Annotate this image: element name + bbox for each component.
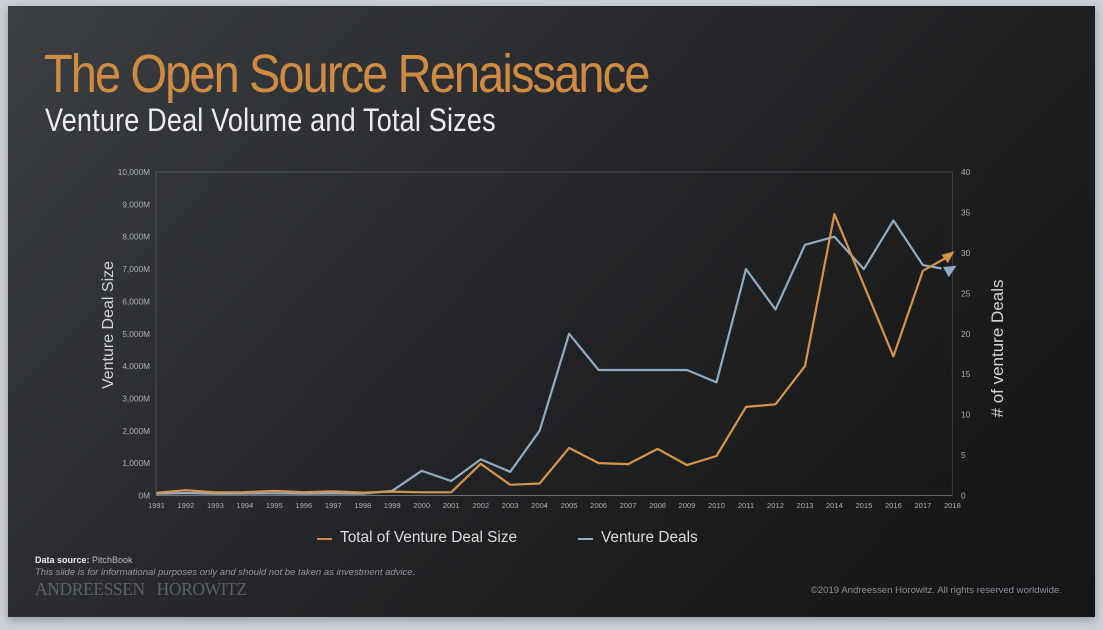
svg-text:2016: 2016 [885,501,902,510]
svg-text:2011: 2011 [738,501,754,510]
svg-text:Venture Deal Size: Venture Deal Size [100,261,117,389]
svg-text:1999: 1999 [384,501,401,510]
svg-text:2017: 2017 [914,501,931,510]
svg-text:5,000M: 5,000M [122,329,150,339]
svg-text:2002: 2002 [472,501,489,510]
svg-text:1998: 1998 [354,501,371,510]
svg-text:2009: 2009 [679,501,696,510]
svg-text:2007: 2007 [620,501,637,510]
svg-text:9,000M: 9,000M [122,199,150,209]
svg-text:35: 35 [961,207,971,217]
svg-text:25: 25 [961,288,971,298]
svg-text:6,000M: 6,000M [122,296,150,306]
svg-text:1,000M: 1,000M [122,458,150,468]
svg-text:8,000M: 8,000M [122,232,150,242]
svg-text:5: 5 [961,450,966,460]
svg-text:2006: 2006 [590,501,607,510]
svg-text:2012: 2012 [767,501,784,510]
svg-text:2003: 2003 [502,501,519,510]
svg-text:2000: 2000 [413,501,430,510]
svg-text:40: 40 [961,167,971,177]
svg-text:1997: 1997 [325,501,342,510]
svg-text:2001: 2001 [443,501,460,510]
svg-text:1993: 1993 [207,501,224,510]
svg-text:4,000M: 4,000M [122,361,150,371]
svg-text:2005: 2005 [561,501,578,510]
svg-text:2013: 2013 [797,501,814,510]
svg-text:1996: 1996 [295,501,312,510]
svg-text:1994: 1994 [236,501,253,510]
svg-text:20: 20 [961,329,971,339]
svg-text:2018: 2018 [944,501,961,510]
svg-text:1992: 1992 [177,501,194,510]
svg-text:15: 15 [961,369,971,379]
svg-text:2014: 2014 [826,501,843,510]
svg-text:3,000M: 3,000M [122,393,150,403]
svg-text:2015: 2015 [855,501,872,510]
svg-text:1995: 1995 [266,501,283,510]
svg-text:# of venture Deals: # of venture Deals [988,280,1007,418]
svg-text:10,000M: 10,000M [118,167,150,177]
svg-text:1991: 1991 [148,501,165,510]
svg-text:0: 0 [961,491,966,501]
svg-text:2,000M: 2,000M [122,426,150,436]
svg-text:7,000M: 7,000M [122,264,150,274]
svg-text:2010: 2010 [708,501,725,510]
svg-text:2004: 2004 [531,501,548,510]
svg-text:30: 30 [961,248,971,258]
svg-text:0M: 0M [138,491,150,501]
svg-text:10: 10 [961,410,971,420]
svg-text:2008: 2008 [649,501,666,510]
